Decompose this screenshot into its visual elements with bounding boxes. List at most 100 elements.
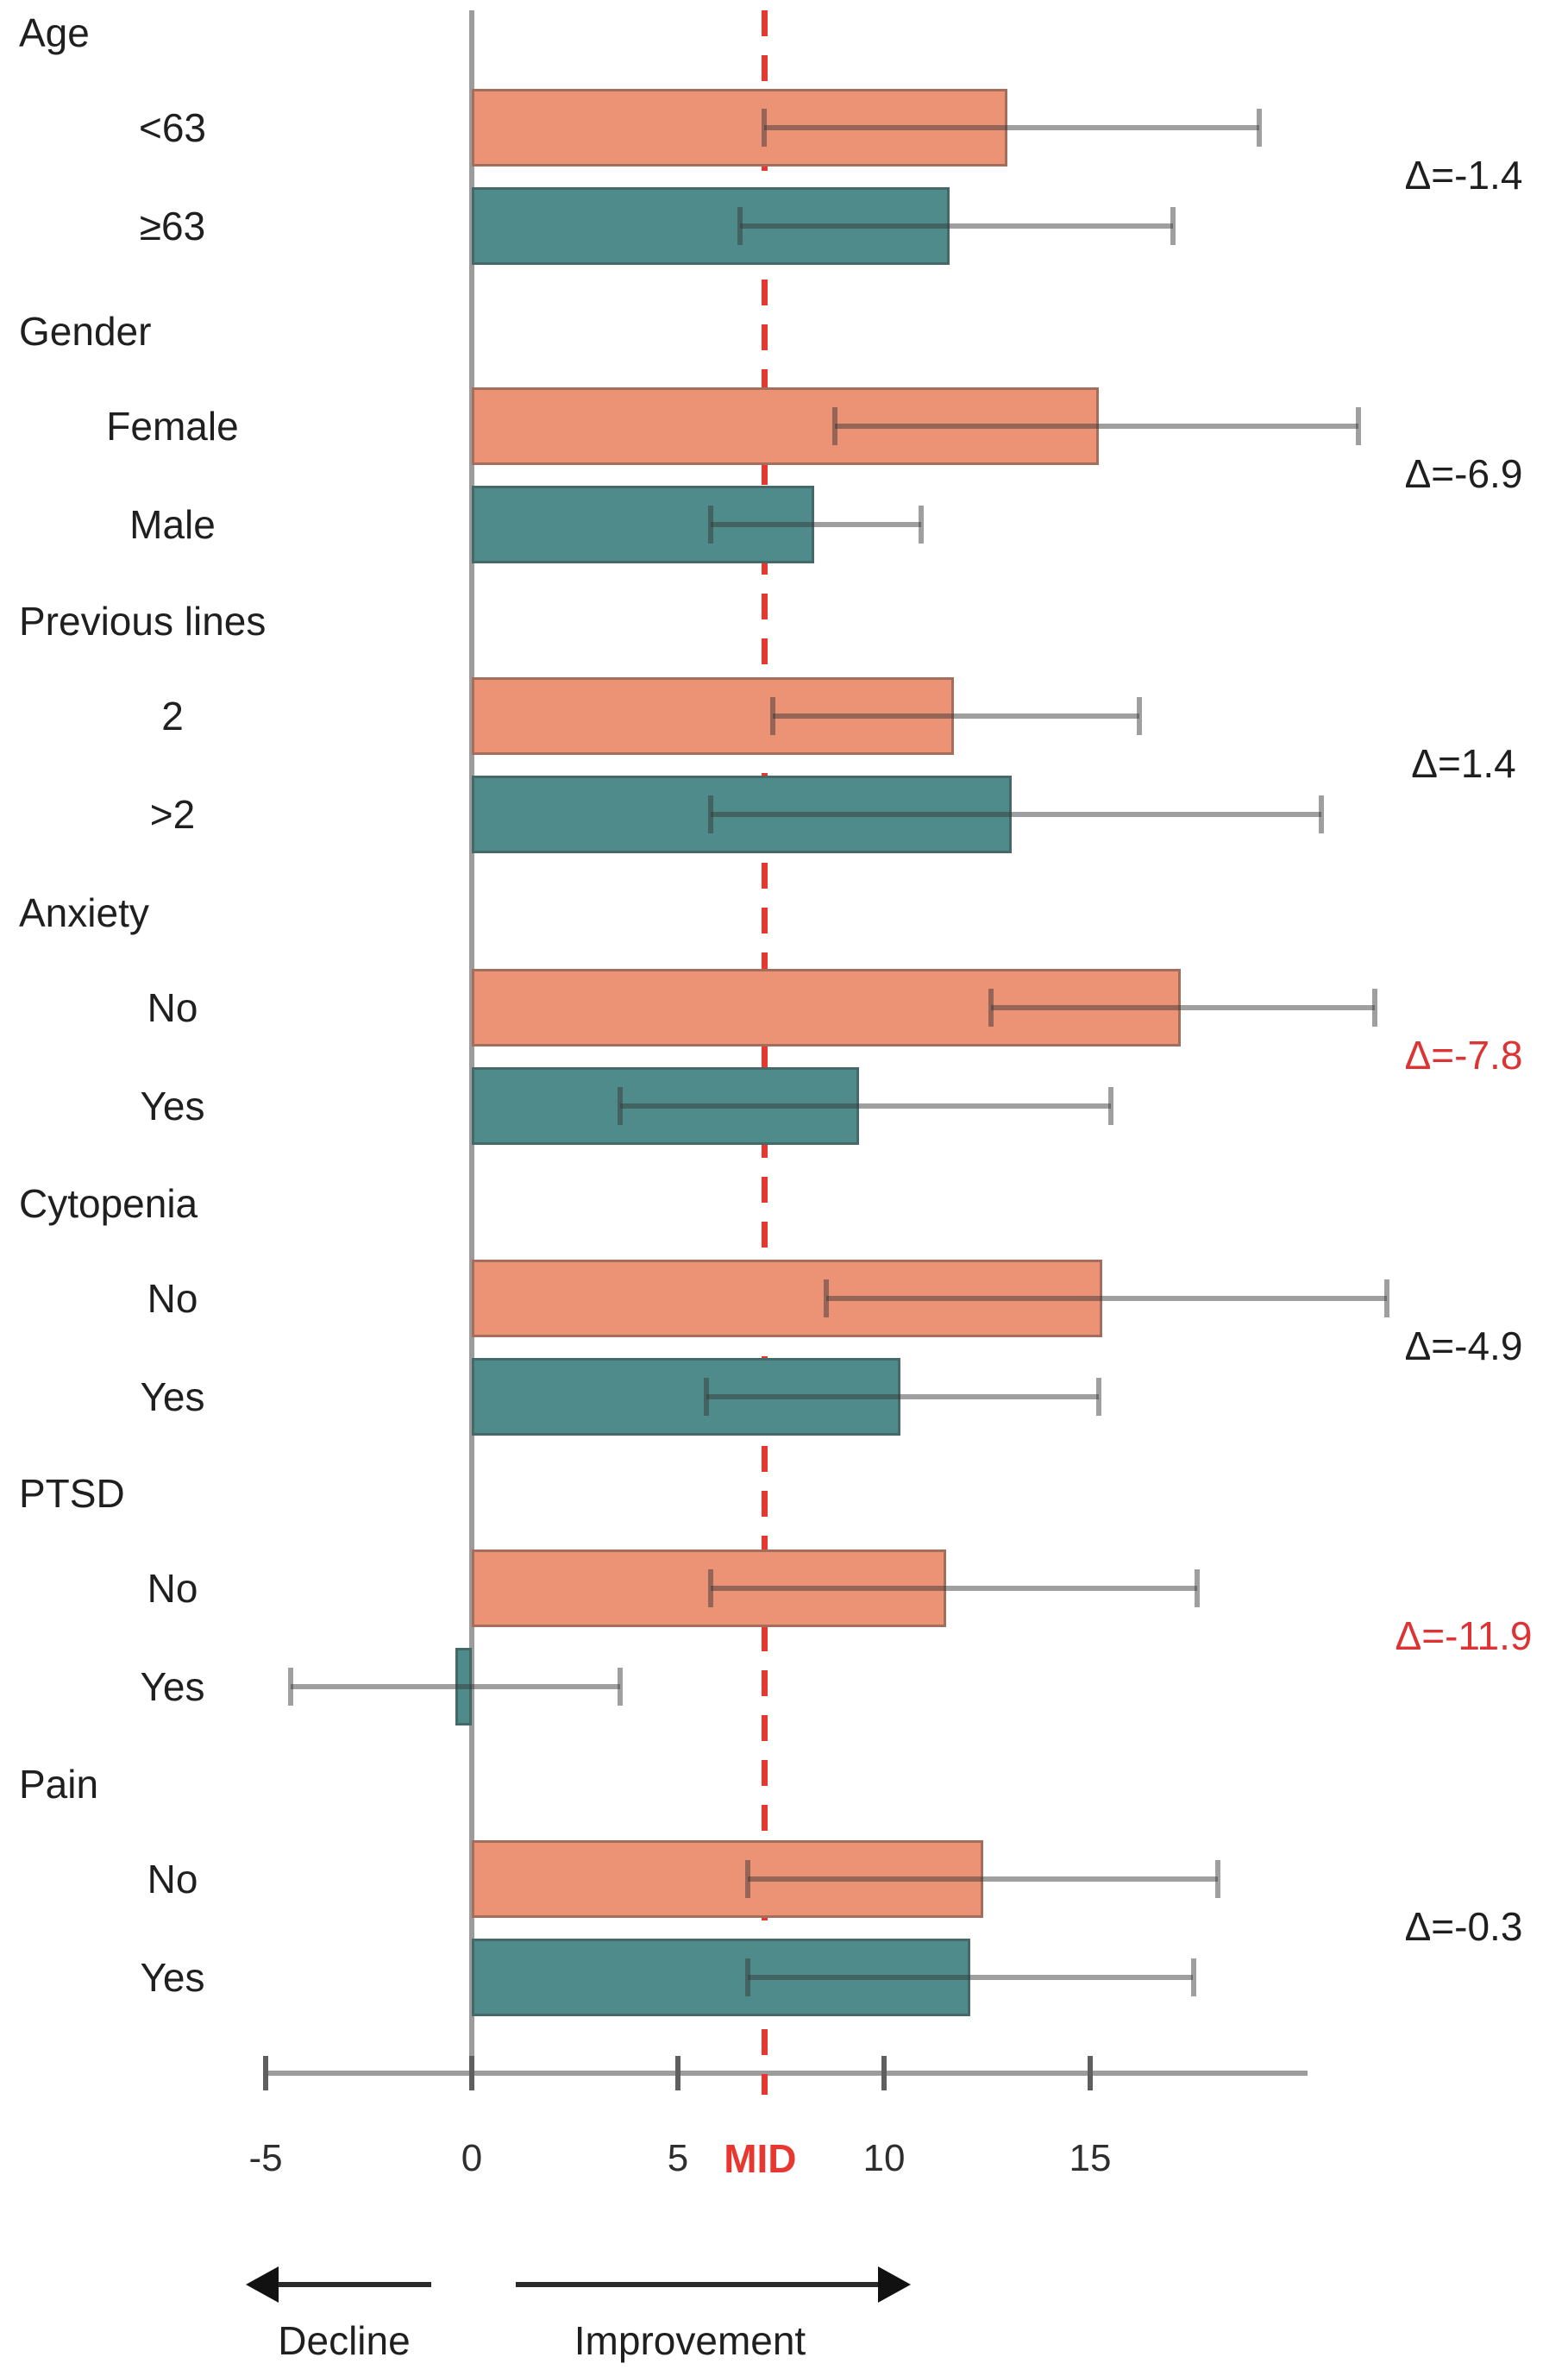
row-label: No — [147, 1566, 198, 1611]
row-label: Female — [106, 404, 239, 449]
bar-series1 — [472, 1549, 946, 1627]
bar-series1 — [472, 89, 1008, 167]
mid-reference-line — [762, 10, 768, 2095]
error-bar-line — [290, 1684, 621, 1689]
delta-annotation: Δ=-11.9 — [1395, 1613, 1533, 1658]
improvement-arrowhead-icon — [878, 2266, 911, 2303]
error-bar-line — [748, 1876, 1219, 1882]
delta-annotation: Δ=-6.9 — [1404, 451, 1523, 496]
decline-arrow-line — [274, 2282, 431, 2287]
row-label: Yes — [140, 1664, 205, 1709]
decline-label: Decline — [278, 2318, 411, 2363]
row-label: No — [147, 985, 198, 1030]
error-bar-cap-high — [1137, 697, 1143, 735]
error-bar-cap-low — [708, 795, 714, 833]
group-label: PTSD — [19, 1471, 125, 1516]
group-label: Gender — [19, 309, 152, 354]
x-axis-tick — [263, 2056, 268, 2090]
error-bar-cap-high — [1095, 1378, 1101, 1416]
error-bar-cap-low — [769, 697, 775, 735]
row-label: No — [147, 1276, 198, 1321]
bar-series2 — [455, 1648, 472, 1725]
improvement-label: Improvement — [574, 2318, 806, 2363]
error-bar-line — [764, 125, 1259, 130]
x-axis-tick-label: 15 — [1069, 2137, 1112, 2179]
bar-series1 — [472, 1260, 1103, 1337]
error-bar-cap-high — [1256, 109, 1262, 147]
delta-annotation: Δ=-4.9 — [1404, 1323, 1523, 1368]
error-bar-cap-low — [762, 109, 768, 147]
error-bar-cap-low — [708, 506, 714, 544]
row-label: Male — [129, 502, 216, 547]
improvement-arrow-line — [516, 2282, 880, 2287]
error-bar-line — [706, 1394, 1099, 1399]
error-bar-cap-high — [1371, 989, 1377, 1027]
bar-series2 — [472, 1358, 901, 1436]
error-bar-cap-high — [1384, 1279, 1390, 1317]
error-bar-line — [834, 424, 1358, 429]
x-axis-tick — [675, 2056, 681, 2090]
row-label: Yes — [140, 1955, 205, 2000]
error-bar-cap-high — [1215, 1860, 1221, 1898]
error-bar-cap-high — [1170, 207, 1176, 245]
group-label: Pain — [19, 1762, 99, 1807]
error-bar-line — [739, 223, 1173, 229]
error-bar-cap-low — [287, 1668, 293, 1706]
error-bar-cap-high — [1355, 407, 1361, 445]
error-bar-cap-high — [1190, 1958, 1196, 1996]
row-label: Yes — [140, 1374, 205, 1419]
x-axis-tick-label: 5 — [667, 2137, 689, 2179]
group-label: Previous lines — [19, 599, 267, 644]
error-bar-cap-low — [831, 407, 837, 445]
decline-arrowhead-icon — [246, 2266, 279, 2303]
error-bar-cap-high — [1318, 795, 1324, 833]
error-bar-line — [711, 812, 1321, 817]
error-bar-cap-low — [708, 1569, 714, 1607]
x-axis-tick-label: 10 — [862, 2137, 906, 2179]
row-label: ≥63 — [139, 204, 206, 248]
error-bar-cap-low — [737, 207, 743, 245]
error-bar-cap-high — [1107, 1087, 1113, 1125]
group-label: Age — [19, 10, 90, 55]
row-label: No — [147, 1857, 198, 1901]
error-bar-cap-low — [745, 1958, 751, 1996]
error-bar-line — [748, 1975, 1194, 1980]
bar-series1 — [472, 387, 1099, 465]
group-label: Cytopenia — [19, 1181, 198, 1226]
x-axis-tick — [881, 2056, 887, 2090]
bar-series2 — [472, 187, 950, 265]
delta-annotation: Δ=-1.4 — [1404, 153, 1523, 198]
error-bar-cap-high — [618, 1668, 624, 1706]
x-axis-tick — [1088, 2056, 1093, 2090]
error-bar-line — [772, 713, 1140, 719]
error-bar-cap-high — [919, 506, 925, 544]
error-bar-line — [991, 1005, 1375, 1010]
row-label: Yes — [140, 1084, 205, 1128]
x-axis-tick — [469, 2056, 474, 2090]
delta-annotation: Δ=-0.3 — [1404, 1904, 1523, 1949]
error-bar-cap-low — [618, 1087, 624, 1125]
error-bar-line — [620, 1103, 1111, 1109]
delta-annotation: Δ=-7.8 — [1404, 1033, 1523, 1078]
x-axis-tick-label: 0 — [461, 2137, 483, 2179]
error-bar-cap-low — [988, 989, 994, 1027]
x-axis-tick-label: -5 — [248, 2137, 283, 2179]
x-axis-line — [263, 2071, 1308, 2076]
error-bar-line — [711, 1586, 1198, 1591]
bar-series1 — [472, 969, 1182, 1047]
row-label: 2 — [161, 694, 184, 739]
error-bar-line — [711, 522, 921, 527]
error-bar-cap-low — [704, 1378, 710, 1416]
bar-series1 — [472, 677, 955, 755]
bar-series2 — [472, 1939, 971, 2016]
bar-series1 — [472, 1840, 983, 1918]
error-bar-cap-low — [824, 1279, 830, 1317]
row-label: <63 — [138, 105, 207, 150]
error-bar-line — [826, 1296, 1388, 1301]
row-label: >2 — [149, 792, 196, 837]
error-bar-cap-high — [1195, 1569, 1201, 1607]
mid-label: MID — [724, 2136, 797, 2181]
error-bar-cap-low — [745, 1860, 751, 1898]
group-label: Anxiety — [19, 890, 149, 935]
